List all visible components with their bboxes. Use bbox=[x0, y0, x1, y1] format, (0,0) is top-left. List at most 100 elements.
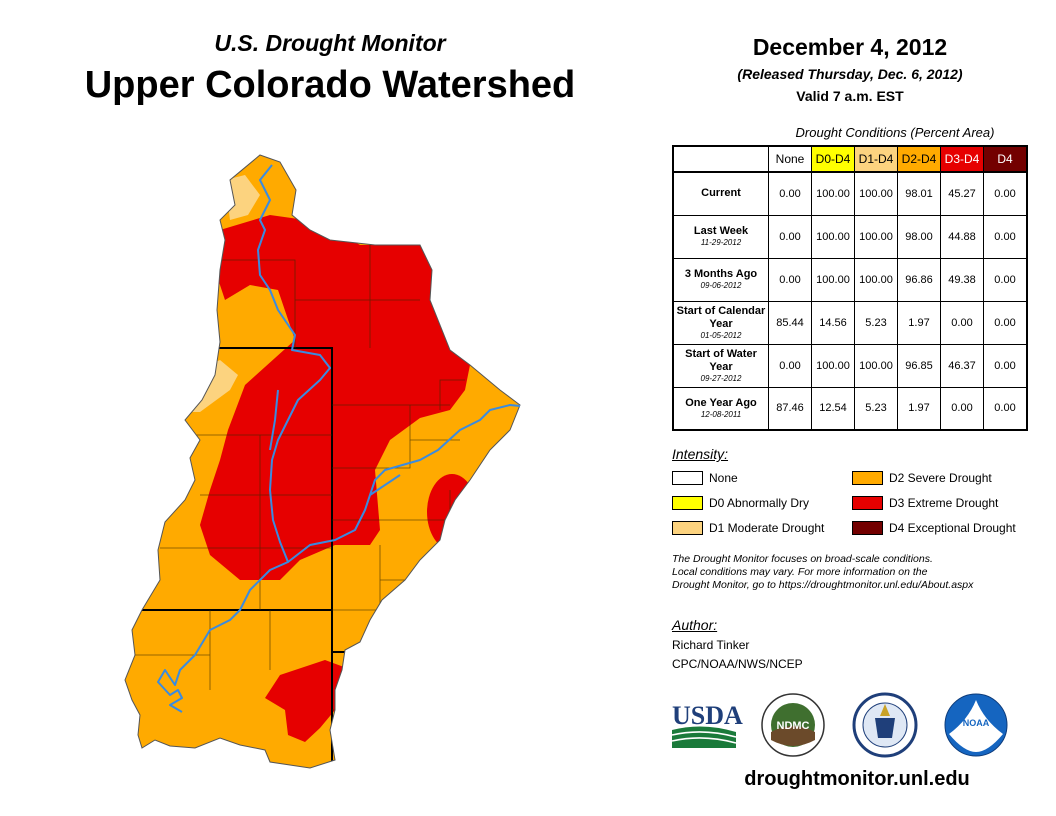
legend-item: D0 Abnormally Dry bbox=[672, 496, 809, 510]
row-label: Start of Water Year 09-27-2012 bbox=[672, 343, 769, 388]
legend-label: D4 Exceptional Drought bbox=[889, 521, 1016, 535]
table-cell: 49.38 bbox=[940, 257, 984, 302]
row-label: 3 Months Ago 09-06-2012 bbox=[672, 257, 769, 302]
column-header-2: D1-D4 bbox=[854, 145, 898, 173]
table-cell: 1.97 bbox=[897, 386, 941, 431]
table-cell: 0.00 bbox=[940, 300, 984, 345]
row-date: 09-06-2012 bbox=[700, 281, 742, 290]
column-header-5: D4 bbox=[983, 145, 1028, 173]
row-label-text: Current bbox=[701, 187, 741, 200]
row-label-text: 3 Months Ago bbox=[684, 268, 758, 280]
legend-item: D4 Exceptional Drought bbox=[852, 521, 1016, 535]
conditions-table: None D0-D4 D1-D4 D2-D4 D3-D4 D4 Current 0.00 10… bbox=[672, 145, 1028, 431]
table-cell: 0.00 bbox=[768, 343, 812, 388]
legend-item: D2 Severe Drought bbox=[852, 471, 992, 485]
header-blank bbox=[673, 146, 769, 172]
legend-label: D0 Abnormally Dry bbox=[709, 496, 810, 510]
table-cell: 96.86 bbox=[897, 257, 941, 302]
column-header-4: D3-D4 bbox=[940, 145, 984, 173]
row-label: Current bbox=[672, 171, 769, 216]
table-cell: 5.23 bbox=[854, 300, 898, 345]
website-url: droughtmonitor.unl.edu bbox=[744, 768, 970, 790]
legend-swatch bbox=[672, 496, 703, 510]
row-label-text: Start of Calendar Year bbox=[676, 304, 766, 330]
table-cell: 44.88 bbox=[940, 214, 984, 259]
legend-label: None bbox=[709, 471, 738, 485]
valid-time: Valid 7 a.m. EST bbox=[796, 88, 904, 104]
note-line-1: The Drought Monitor focuses on broad-sca… bbox=[672, 553, 933, 565]
table-cell: 100.00 bbox=[854, 171, 898, 216]
noaa-logo: NOAA bbox=[944, 693, 1008, 757]
map-title: Upper Colorado Watershed bbox=[84, 64, 576, 106]
table-cell: 0.00 bbox=[768, 171, 812, 216]
table-cell: 100.00 bbox=[811, 343, 855, 388]
table-row: One Year Ago 12-08-2011 87.46 12.54 5.23 1.97… bbox=[672, 386, 1028, 431]
usda-logo: USDA bbox=[671, 701, 743, 748]
watershed-map bbox=[124, 154, 521, 769]
table-cell: 87.46 bbox=[768, 386, 812, 431]
row-label-text: Last Week bbox=[693, 225, 749, 237]
table-cell: 46.37 bbox=[940, 343, 984, 388]
author-org: CPC/NOAA/NWS/NCEP bbox=[672, 657, 803, 671]
table-cell: 0.00 bbox=[983, 343, 1028, 388]
d3-area-central bbox=[200, 215, 470, 580]
legend-swatch bbox=[672, 471, 703, 485]
table-cell: 45.27 bbox=[940, 171, 984, 216]
legend-label: D2 Severe Drought bbox=[889, 471, 992, 485]
column-header-1: D0-D4 bbox=[811, 145, 855, 173]
row-label-text: Start of Water Year bbox=[685, 347, 757, 373]
table-cell: 5.23 bbox=[854, 386, 898, 431]
row-label-text: One Year Ago bbox=[685, 396, 757, 409]
d3-area-south bbox=[265, 660, 360, 742]
table-row: 3 Months Ago 09-06-2012 0.00 100.00 100.00 96… bbox=[672, 257, 1028, 302]
d2-severe-area bbox=[125, 155, 520, 768]
legend-label: D1 Moderate Drought bbox=[709, 521, 825, 535]
svg-text:USDA: USDA bbox=[672, 701, 743, 730]
table-cell: 100.00 bbox=[811, 214, 855, 259]
column-header-3: D2-D4 bbox=[897, 145, 941, 173]
table-cell: 0.00 bbox=[768, 257, 812, 302]
agency-logos: USDA NDMC NOAA bbox=[671, 692, 1008, 758]
legend-swatch bbox=[852, 471, 883, 485]
table-cell: 0.00 bbox=[983, 300, 1028, 345]
disclaimer-note: The Drought Monitor focuses on broad-sca… bbox=[672, 553, 1042, 592]
table-cell: 0.00 bbox=[940, 386, 984, 431]
river-network bbox=[157, 164, 521, 713]
release-date: (Released Thursday, Dec. 6, 2012) bbox=[737, 66, 963, 82]
column-header-0: None bbox=[768, 145, 812, 173]
table-cell: 0.00 bbox=[983, 171, 1028, 216]
conditions-title: Drought Conditions (Percent Area) bbox=[795, 125, 995, 140]
table-cell: 100.00 bbox=[854, 214, 898, 259]
table-row: Start of Water Year 09-27-2012 0.00 100.00 1… bbox=[672, 343, 1028, 388]
table-cell: 0.00 bbox=[983, 386, 1028, 431]
legend-item: D1 Moderate Drought bbox=[672, 521, 824, 535]
table-cell: 1.97 bbox=[897, 300, 941, 345]
row-date: 01-05-2012 bbox=[700, 330, 742, 340]
table-row: Last Week 11-29-2012 0.00 100.00 100.00 98.00… bbox=[672, 214, 1028, 259]
table-cell: 0.00 bbox=[983, 257, 1028, 302]
legend-swatch bbox=[852, 521, 883, 535]
legend-swatch bbox=[672, 521, 703, 535]
note-line-2: Local conditions may vary. For more info… bbox=[672, 566, 928, 578]
table-cell: 100.00 bbox=[811, 171, 855, 216]
author-label: Author: bbox=[672, 617, 718, 633]
legend-swatch bbox=[852, 496, 883, 510]
row-date: 09-27-2012 bbox=[700, 373, 742, 383]
table-cell: 100.00 bbox=[854, 343, 898, 388]
table-cell: 85.44 bbox=[768, 300, 812, 345]
table-cell: 98.01 bbox=[897, 171, 941, 216]
map-date: December 4, 2012 bbox=[752, 34, 948, 60]
table-cell: 0.00 bbox=[768, 214, 812, 259]
table-cell: 98.00 bbox=[897, 214, 941, 259]
legend-item: D3 Extreme Drought bbox=[852, 496, 998, 510]
table-cell: 12.54 bbox=[811, 386, 855, 431]
svg-text:NOAA: NOAA bbox=[963, 718, 990, 728]
table-cell: 0.00 bbox=[983, 214, 1028, 259]
table-cell: 100.00 bbox=[811, 257, 855, 302]
legend-label: D3 Extreme Drought bbox=[889, 496, 999, 510]
row-label: Last Week 11-29-2012 bbox=[672, 214, 769, 259]
row-date: 11-29-2012 bbox=[700, 238, 742, 247]
d1-area-north bbox=[225, 175, 260, 220]
note-line-3: Drought Monitor, go to https://droughtmo… bbox=[672, 579, 974, 591]
row-label: Start of Calendar Year 01-05-2012 bbox=[672, 300, 769, 345]
